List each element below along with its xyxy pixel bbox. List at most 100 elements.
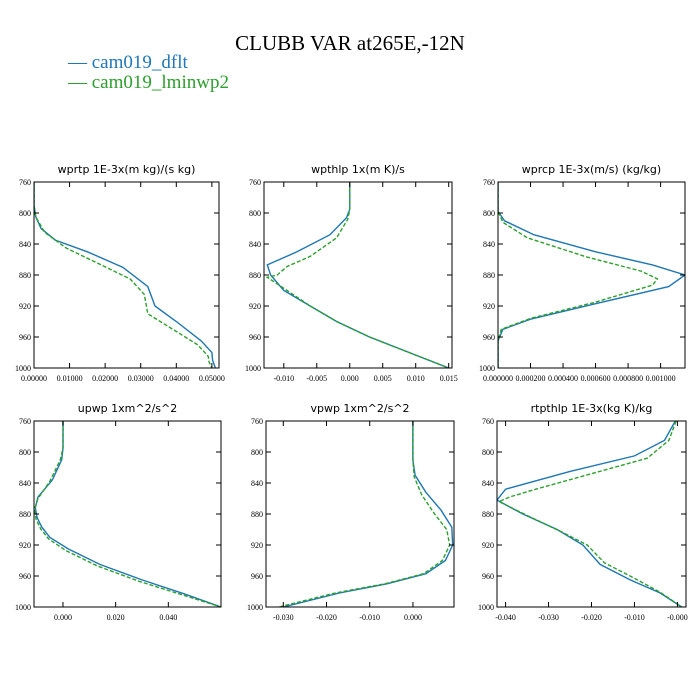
x-tick-label: 0.000 [404,613,422,622]
y-tick-label: 800 [249,209,261,218]
y-tick-label: 920 [483,302,495,311]
series-line-cam019_lminwp2 [34,421,221,607]
y-tick-label: 840 [249,240,261,249]
y-tick-label: 840 [251,479,263,488]
panel-6: rtpthlp 1E-3x(kg K)/kg -0.040 -0.030 -0.020… [478,402,688,622]
y-tick-label: 760 [249,178,261,187]
y-tick-label: 960 [249,333,261,342]
y-tick-label: 960 [19,572,31,581]
x-tick-label: 0.02000 [92,374,118,383]
y-tick-label: 960 [19,333,31,342]
panel-title: wprtp 1E-3x(m kg)/(s kg) [58,163,196,176]
y-tick-label: 880 [249,271,261,280]
x-tick-label: 0.00000 [21,374,47,383]
x-tick-label: -0.010 [359,613,380,622]
x-tick-label: 0.04000 [163,374,189,383]
series-line-cam019_lminwp2 [265,182,449,368]
y-tick-label: 800 [482,448,494,457]
legend-entry: — cam019_lminwp2 [67,72,229,93]
y-tick-label: 880 [483,271,495,280]
x-tick-label: 0.000400 [548,374,578,383]
plot-frame [497,181,686,369]
y-tick-label: 1000 [478,603,494,612]
legend-entry: — cam019_dflt [67,52,189,73]
x-tick-label: 0.000 [341,374,359,383]
x-tick-label: -0.020 [581,613,602,622]
x-tick-label: -0.020 [316,613,337,622]
x-tick-label: 0.000800 [613,374,643,383]
plot-frame [263,181,453,369]
panel-title: vpwp 1xm^2/s^2 [310,402,409,415]
x-tick-label: 0.03000 [128,374,154,383]
legend: — cam019_dflt— cam019_lminwp2 [67,52,229,93]
x-tick-label: -0.005 [306,374,327,383]
panel-title: rtpthlp 1E-3x(kg K)/kg [531,402,653,415]
y-tick-label: 840 [482,479,494,488]
y-tick-label: 880 [251,510,263,519]
x-tick-label: 0.000000 [483,374,513,383]
x-tick-label: -0.030 [273,613,294,622]
y-tick-label: 1000 [15,603,31,612]
y-tick-label: 800 [251,448,263,457]
plot-frame [265,420,455,608]
series-line-cam019_lminwp2 [278,421,451,607]
y-tick-label: 920 [19,302,31,311]
x-tick-label: 0.010 [407,374,425,383]
x-tick-label: 0.01000 [57,374,83,383]
y-tick-label: 840 [19,479,31,488]
panel-title: upwp 1xm^2/s^2 [78,402,178,415]
x-tick-label: 0.040 [159,613,177,622]
x-tick-label: 0.005 [374,374,392,383]
x-tick-label: 0.000600 [581,374,611,383]
x-tick-label: 0.000200 [516,374,546,383]
x-tick-label: -0.030 [538,613,559,622]
series-line-cam019_dflt [283,421,454,607]
x-tick-label: 0.015 [440,374,458,383]
series-line-cam019_lminwp2 [34,182,213,368]
y-tick-label: 880 [19,271,31,280]
y-tick-label: 800 [19,448,31,457]
y-tick-label: 960 [483,333,495,342]
y-tick-label: 880 [19,510,31,519]
series-line-cam019_lminwp2 [497,421,683,607]
series-line-cam019_lminwp2 [498,182,659,368]
series-line-cam019_dflt [497,421,683,607]
series-line-cam019_dflt [34,182,217,368]
series-line-cam019_dflt [498,182,685,368]
panel-title: wpthlp 1x(m K)/s [311,163,405,176]
x-tick-label: 0.001000 [646,374,676,383]
x-tick-label: 0.000 [54,613,72,622]
y-tick-label: 760 [19,417,31,426]
y-tick-label: 960 [482,572,494,581]
panel-2: wpthlp 1x(m K)/s -0.010 -0.005 0.000 0.005 0.… [245,163,458,383]
y-tick-label: 880 [482,510,494,519]
y-tick-label: 1000 [15,364,31,373]
y-tick-label: 920 [19,541,31,550]
plot-frame [496,420,687,608]
y-tick-label: 760 [19,178,31,187]
series-line-cam019_dflt [34,421,221,607]
y-tick-label: 960 [251,572,263,581]
y-tick-label: 800 [19,209,31,218]
y-tick-label: 800 [483,209,495,218]
x-tick-label: -0.040 [495,613,516,622]
y-tick-label: 920 [251,541,263,550]
panel-4: upwp 1xm^2/s^2 0.000 0.020 0.040 760 800 840 88… [15,402,222,622]
y-tick-label: 760 [482,417,494,426]
y-tick-label: 1000 [479,364,495,373]
y-tick-label: 1000 [247,603,263,612]
x-tick-label: 0.020 [107,613,125,622]
y-tick-label: 760 [483,178,495,187]
x-tick-label: 0.05000 [199,374,225,383]
y-tick-label: 1000 [245,364,261,373]
y-tick-label: 840 [483,240,495,249]
plot-frame [33,420,222,608]
figure-title: CLUBB VAR at265E,-12N [235,31,465,55]
panels-grid: wprtp 1E-3x(m kg)/(s kg) 0.00000 0.01000 0.… [15,163,688,622]
y-tick-label: 760 [251,417,263,426]
panel-3: wprcp 1E-3x(m/s) (kg/kg) 0.000000 0.000200… [479,163,686,383]
panel-title: wprcp 1E-3x(m/s) (kg/kg) [522,163,661,176]
x-tick-label: -0.010 [624,613,645,622]
y-tick-label: 840 [19,240,31,249]
